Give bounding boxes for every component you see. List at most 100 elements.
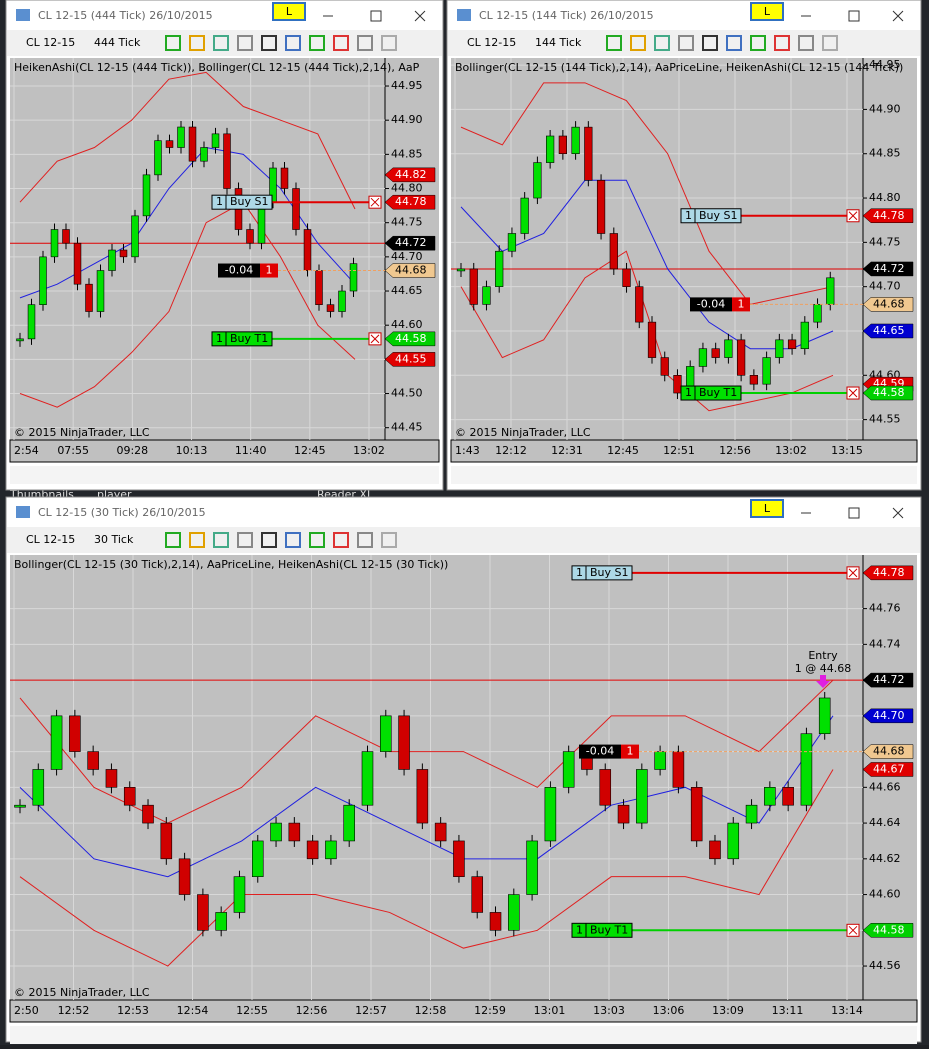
toolbar-icon[interactable] [333, 532, 349, 548]
candle [533, 162, 542, 199]
candle [14, 804, 26, 808]
chart-window: CL 12-15 (444 Tick) 26/10/2015 L CL 12-15 4… [5, 0, 444, 491]
toolbar-icon[interactable] [702, 35, 718, 51]
toolbar-icon[interactable] [189, 35, 205, 51]
x-tick-label: 2:50 [14, 1004, 39, 1017]
candle [813, 304, 822, 323]
candle [280, 167, 289, 189]
chart-area [451, 58, 917, 440]
chart-window: CL 12-15 (144 Tick) 26/10/2015 L CL 12-15 1… [446, 0, 922, 491]
instrument-selector[interactable]: CL 12-15 [467, 36, 516, 49]
x-tick-label: 13:02 [353, 444, 385, 457]
toolbar [7, 30, 442, 56]
toolbar-icon[interactable] [237, 35, 253, 51]
maximize-button[interactable] [848, 10, 860, 22]
candle [745, 804, 758, 824]
toolbar-icon[interactable] [678, 35, 694, 51]
toolbar-icon[interactable] [309, 35, 325, 51]
order-qty: 1 [216, 195, 223, 208]
position-pnl-box [690, 297, 732, 312]
close-button[interactable] [892, 10, 904, 22]
price-marker-label: 44.68 [873, 745, 905, 758]
scrollbar[interactable] [10, 1026, 917, 1044]
toolbar-icon[interactable] [237, 532, 253, 548]
candle [584, 126, 593, 181]
instrument-selector[interactable]: CL 12-15 [26, 36, 75, 49]
badge-label: L [286, 5, 293, 18]
candle [131, 215, 139, 258]
scrollbar[interactable] [10, 466, 439, 484]
order-box[interactable] [571, 922, 633, 938]
candle [32, 769, 45, 806]
interval-selector[interactable]: 444 Tick [94, 36, 141, 49]
entry-detail: 1 @ 44.68 [795, 662, 851, 675]
toolbar-icon[interactable] [381, 532, 397, 548]
interval-selector[interactable]: 30 Tick [94, 533, 134, 546]
candle [416, 769, 429, 824]
order-qty: 1 [216, 332, 223, 345]
bollinger-band [19, 71, 356, 210]
candle [338, 290, 346, 312]
order-name: Buy T1 [590, 923, 628, 936]
candle [782, 787, 794, 806]
y-tick-label: 44.65 [391, 284, 423, 297]
toolbar-icon[interactable] [654, 35, 670, 51]
time-axis [9, 999, 918, 1023]
toolbar-icon[interactable] [261, 35, 277, 51]
interval-selector[interactable]: 144 Tick [535, 36, 582, 49]
position-qty-box [260, 263, 278, 278]
toolbar-icon[interactable] [357, 35, 373, 51]
x-tick-label: 13:09 [712, 1004, 744, 1017]
candle [698, 348, 708, 367]
toolbar-icon[interactable] [189, 532, 205, 548]
order-box[interactable] [211, 331, 273, 347]
order-box[interactable] [680, 208, 742, 224]
toolbar-icon[interactable] [285, 532, 301, 548]
toolbar-icon[interactable] [630, 35, 646, 51]
position-pnl: -0.04 [586, 745, 614, 758]
toolbar-icon[interactable] [822, 35, 838, 51]
toolbar-icon[interactable] [726, 35, 742, 51]
toolbar-icon[interactable] [261, 532, 277, 548]
toolbar-icon[interactable] [774, 35, 790, 51]
price-marker-label: 44.78 [873, 566, 905, 579]
price-marker [862, 565, 914, 581]
candle [507, 233, 517, 252]
toolbar-icon[interactable] [213, 35, 229, 51]
candle [288, 822, 301, 842]
candle [165, 140, 174, 148]
order-box[interactable] [680, 385, 742, 401]
order-name: Buy S1 [230, 195, 269, 208]
indicator-label: Bollinger(CL 12-15 (144 Tick),2,14), AaP… [455, 61, 903, 74]
toolbar-icon[interactable] [798, 35, 814, 51]
instrument-selector[interactable]: CL 12-15 [26, 533, 75, 546]
toolbar-icon[interactable] [333, 35, 349, 51]
maximize-button[interactable] [370, 10, 382, 22]
price-marker-label: 44.82 [395, 168, 427, 181]
toolbar-icon[interactable] [213, 532, 229, 548]
close-button[interactable] [414, 10, 426, 22]
close-button[interactable] [892, 507, 904, 519]
toolbar-icon[interactable] [309, 532, 325, 548]
candle [672, 751, 685, 788]
toolbar-icon[interactable] [357, 532, 373, 548]
toolbar-icon[interactable] [606, 35, 622, 51]
toolbar-icon[interactable] [750, 35, 766, 51]
toolbar-icon[interactable] [165, 532, 181, 548]
candle [200, 147, 208, 162]
order-box[interactable] [571, 565, 633, 581]
toolbar-icon[interactable] [381, 35, 397, 51]
candle [596, 180, 606, 234]
maximize-button[interactable] [848, 507, 860, 519]
chart-area [10, 58, 439, 440]
scrollbar[interactable] [451, 466, 917, 484]
badge [750, 2, 784, 21]
candle [87, 751, 99, 770]
app-icon [457, 9, 471, 21]
order-box[interactable] [211, 194, 273, 210]
price-marker [862, 385, 914, 401]
candle [119, 249, 128, 258]
candle [469, 268, 478, 305]
toolbar-icon[interactable] [285, 35, 301, 51]
toolbar-icon[interactable] [165, 35, 181, 51]
